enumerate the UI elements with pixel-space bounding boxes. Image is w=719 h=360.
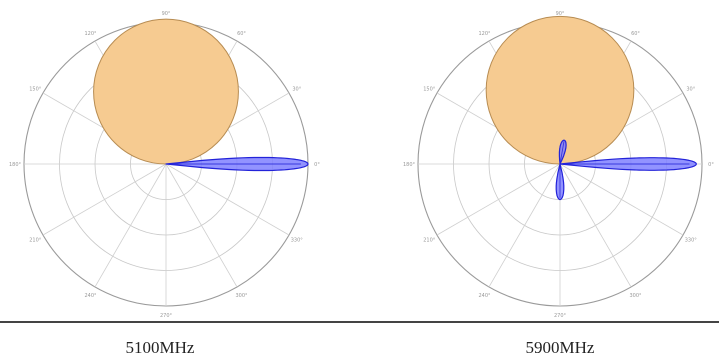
divider-line [0,321,719,323]
angle-tick-label: 270° [160,313,173,319]
angle-tick-label: 330° [685,238,698,244]
grid-spoke [42,163,167,236]
angle-tick-label: 180° [9,162,22,168]
caption-right: 5900MHz [525,338,595,357]
angle-tick-label: 150° [29,87,42,93]
polar-chart-2: 0° 30° 60° 90° 120° 150° 180° 210° 240° 270° 300° 3… [403,11,714,319]
grid-spoke [559,163,632,288]
angle-tick-label: 120° [84,31,97,37]
angle-tick-label: 180° [403,162,416,168]
lobe-axis-line [559,141,565,165]
angle-tick-label: 210° [423,238,436,244]
angle-tick-label: 210° [29,238,42,244]
angle-tick-label: 30° [292,87,301,93]
angle-tick-label: 300° [235,293,248,299]
grid-spoke [165,163,290,236]
angle-tick-label: 300° [629,293,642,299]
angle-tick-label: 330° [291,238,304,244]
angle-tick-label: 240° [478,293,491,299]
angle-tick-label: 150° [423,87,436,93]
caption-left: 5100MHz [125,338,195,357]
polar-plots-svg: 0° 30° 60° 90° 120° 150° 180° 210° 240° 270° 300° 3… [9,11,714,319]
angle-tick-label: 60° [631,31,640,37]
angle-tick-label: 60° [237,31,246,37]
grid-spoke [165,163,238,288]
angle-tick-label: 90° [556,11,565,17]
angle-tick-label: 0° [314,162,320,168]
grid-spoke [436,163,561,236]
angle-tick-label: 0° [708,162,714,168]
grid-spoke [559,163,684,236]
grid-spoke [488,163,561,288]
pattern-circle-series [485,15,635,165]
angle-tick-label: 270° [554,313,567,319]
angle-tick-label: 120° [478,31,491,37]
angle-tick-label: 30° [686,87,695,93]
polar-chart-1: 0° 30° 60° 90° 120° 150° 180° 210° 240° 270° 300° 3… [9,11,320,319]
pattern-circle-series [93,18,239,165]
angle-tick-label: 90° [162,11,171,17]
grid-spoke [94,163,167,288]
angle-tick-label: 240° [84,293,97,299]
